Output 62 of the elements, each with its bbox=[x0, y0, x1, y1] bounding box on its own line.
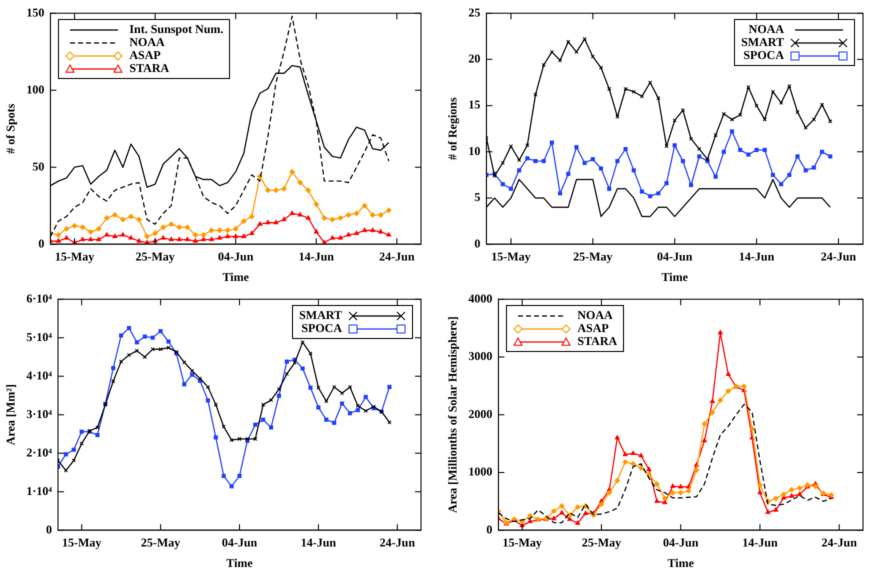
x-tick-label: 15-May bbox=[491, 249, 531, 264]
x-tick-label: 15-May bbox=[502, 535, 542, 550]
legend-label: SMART bbox=[741, 35, 784, 50]
y-tick-label: 0 bbox=[486, 522, 492, 536]
y-tick-label: 25 bbox=[468, 5, 480, 20]
x-tick-label: 04-Jun bbox=[663, 535, 699, 550]
y-tick-label: 10 bbox=[468, 144, 480, 158]
y-axis-title: # of Spots bbox=[3, 103, 18, 154]
y-tick-label: 15 bbox=[468, 98, 480, 112]
x-axis-title: Time bbox=[661, 270, 689, 284]
y-tick-label: 20 bbox=[468, 51, 480, 66]
y-axis-title: Area [Millionths of Solar Hemisphere] bbox=[445, 316, 460, 514]
x-tick-label: 15-May bbox=[62, 535, 102, 550]
y-axis-title: # of Regions bbox=[445, 97, 460, 160]
x-tick-label: 25-May bbox=[582, 535, 622, 550]
x-tick-label: 25-May bbox=[573, 249, 612, 264]
y-tick-label: 6·10⁴ bbox=[26, 291, 52, 306]
x-tick-label: 14-Jun bbox=[738, 249, 775, 264]
x-tick-label: 25-May bbox=[135, 249, 175, 264]
x-tick-label: 24-Jun bbox=[820, 249, 856, 264]
y-tick-label: 1000 bbox=[468, 464, 492, 479]
y-tick-label: 4000 bbox=[468, 291, 492, 306]
x-axis-title: Time bbox=[226, 556, 254, 570]
y-tick-label: 5 bbox=[474, 190, 480, 204]
legend-label: ASAP bbox=[577, 321, 610, 336]
y-tick-label: 5·10⁴ bbox=[26, 330, 52, 344]
x-tick-label: 04-Jun bbox=[222, 535, 258, 550]
legend-label: NOAA bbox=[748, 22, 784, 36]
y-tick-label: 0 bbox=[474, 236, 480, 250]
legend-label: NOAA bbox=[129, 35, 165, 50]
y-tick-label: 150 bbox=[26, 5, 44, 20]
legend-label: ASAP bbox=[129, 48, 162, 62]
x-tick-label: 04-Jun bbox=[218, 249, 254, 264]
y-tick-label: 3000 bbox=[468, 349, 492, 364]
x-tick-label: 04-Jun bbox=[657, 249, 693, 264]
y-axis-title: Area [Mm²] bbox=[3, 384, 18, 446]
x-tick-label: 25-May bbox=[140, 535, 180, 550]
y-tick-label: 0 bbox=[38, 236, 44, 250]
legend-label: NOAA bbox=[577, 308, 614, 322]
y-tick-label: 50 bbox=[32, 159, 44, 174]
y-tick-label: 0 bbox=[46, 522, 52, 536]
x-tick-label: 15-May bbox=[54, 249, 94, 264]
x-tick-label: 14-Jun bbox=[298, 249, 334, 264]
legend-label: SPOCA bbox=[300, 321, 342, 336]
y-tick-label: 100 bbox=[26, 82, 44, 96]
legend-label: STARA bbox=[577, 334, 618, 348]
x-axis-title: Time bbox=[667, 556, 695, 570]
y-tick-label: 2·10⁴ bbox=[26, 445, 52, 460]
legend-label: STARA bbox=[129, 61, 170, 76]
legend-label: SMART bbox=[299, 308, 342, 322]
x-tick-label: 14-Jun bbox=[742, 535, 778, 550]
y-tick-label: 2000 bbox=[468, 406, 492, 421]
y-tick-label: 3·10⁴ bbox=[26, 406, 52, 421]
x-tick-label: 24-Jun bbox=[822, 535, 858, 550]
x-axis-title: Time bbox=[222, 270, 250, 284]
x-tick-label: 14-Jun bbox=[300, 535, 336, 550]
legend-label: SPOCA bbox=[742, 48, 784, 62]
legend-label: Int. Sunspot Num. bbox=[129, 22, 224, 36]
x-tick-label: 24-Jun bbox=[379, 249, 415, 264]
y-tick-label: 4·10⁴ bbox=[26, 368, 52, 382]
y-tick-label: 1·10⁴ bbox=[26, 484, 52, 498]
x-tick-label: 24-Jun bbox=[380, 535, 416, 550]
